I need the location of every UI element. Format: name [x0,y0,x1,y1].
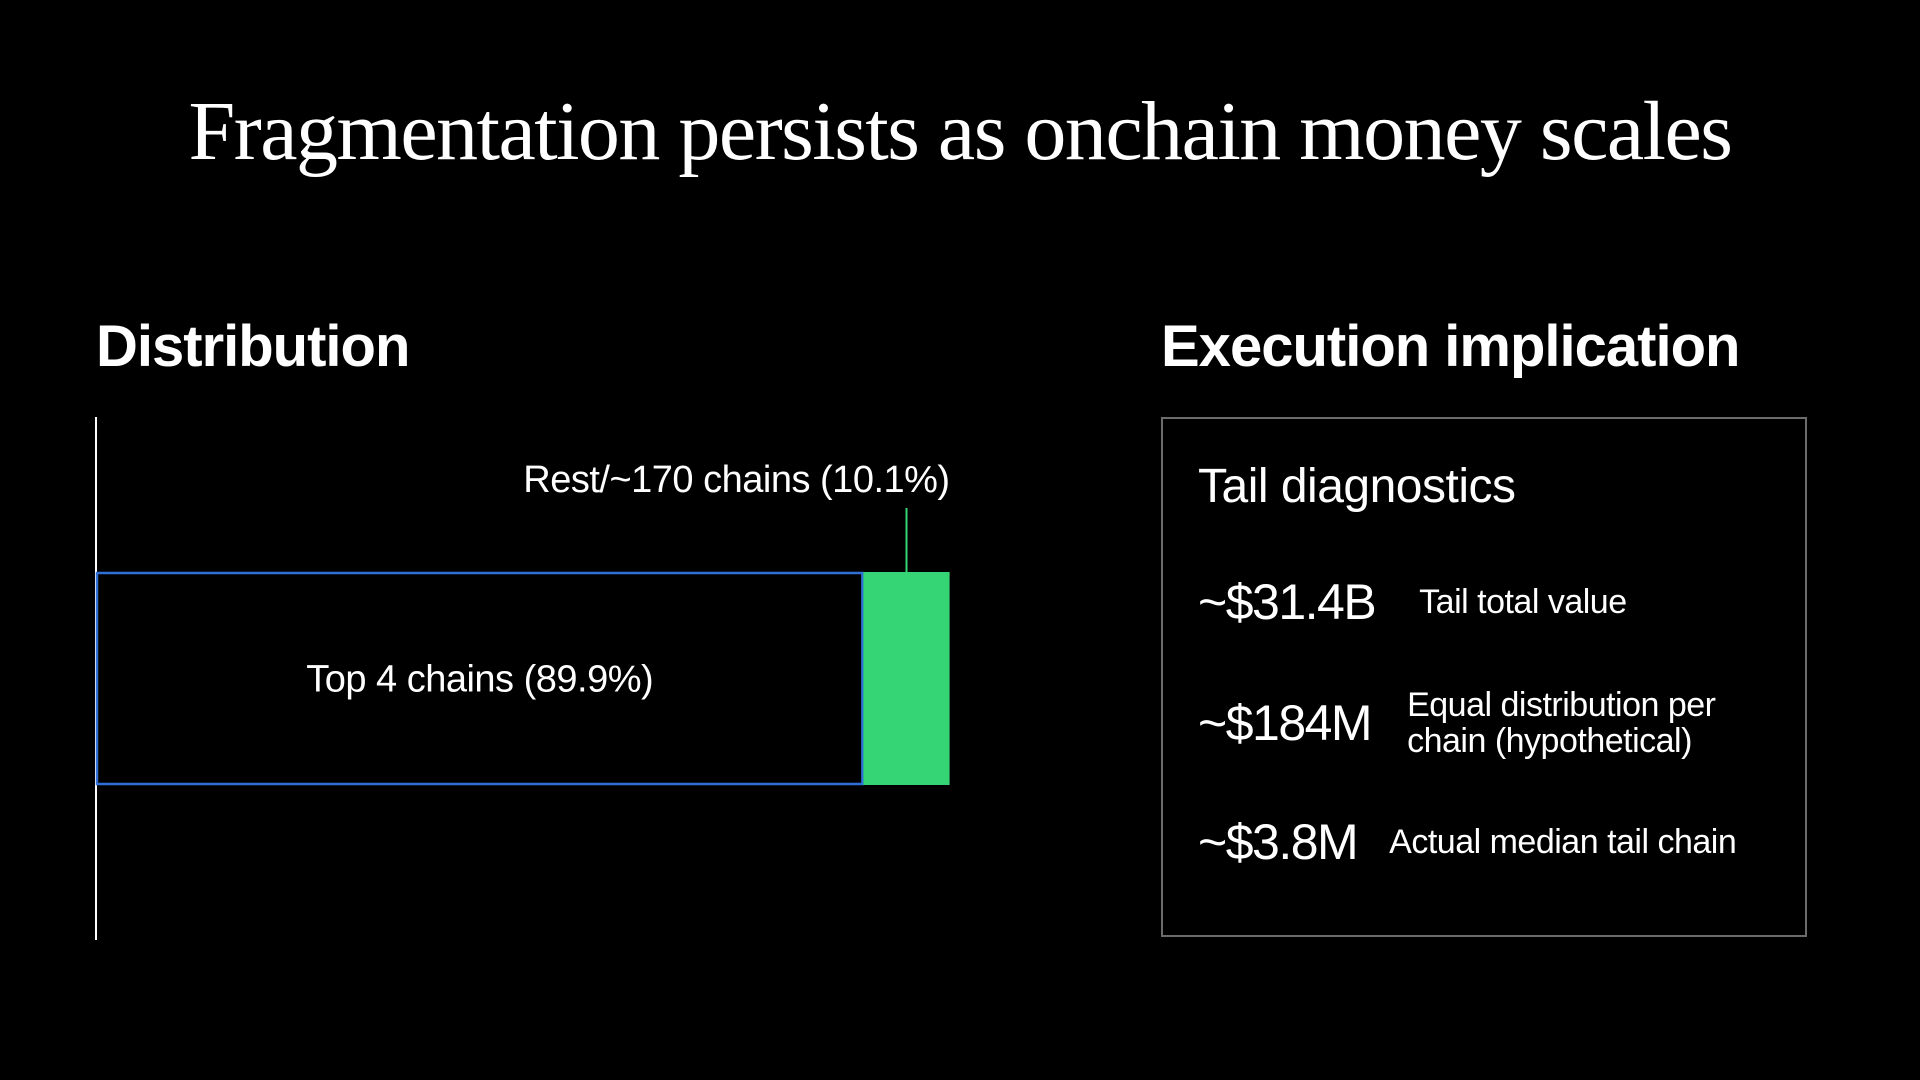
metric-label: Equal distribution per chain (hypothetic… [1407,686,1716,760]
metric-value: ~$31.4B [1198,574,1377,630]
tail-diagnostics-panel: Tail diagnostics ~$31.4B Tail total valu… [1161,417,1807,937]
metric-value: ~$184M [1198,695,1373,751]
metric-value: ~$3.8M [1198,814,1359,870]
bar-label-rest-chains: Rest/~170 chains (10.1%) [523,459,949,501]
distribution-heading: Distribution [96,314,410,379]
bar-segment-rest-chains [863,572,950,785]
metric-label: Actual median tail chain [1389,823,1737,861]
bar-label-top-4-chains: Top 4 chains (89.9%) [306,659,653,701]
panel-title: Tail diagnostics [1198,460,1516,513]
metric-tail-total: ~$31.4B Tail total value [1198,577,1627,627]
metric-equal-distribution: ~$184M Equal distribution per chain (hyp… [1198,687,1767,759]
execution-heading: Execution implication [1161,314,1740,379]
slide-title: Fragmentation persists as onchain money … [188,85,1733,178]
metric-median-tail: ~$3.8M Actual median tail chain [1198,814,1737,870]
bar-segment-top-4-chains [95,571,864,786]
metric-label: Tail total value [1419,583,1627,621]
